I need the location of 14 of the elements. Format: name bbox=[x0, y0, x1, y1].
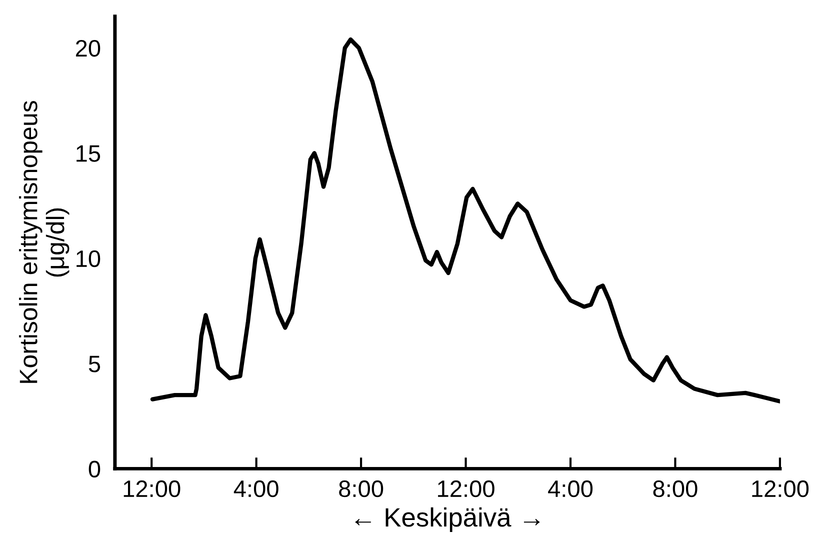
x-axis-title: ← Keskipäivä → bbox=[355, 507, 540, 532]
x-tick-label: 4:00 bbox=[234, 480, 278, 498]
x-tick-label: 8:00 bbox=[339, 480, 384, 498]
y-tick-label: 15 bbox=[76, 145, 100, 162]
x-tick-label: 4:00 bbox=[548, 480, 593, 498]
x-tick-label: 12:00 bbox=[438, 480, 494, 498]
y-tick-label: 10 bbox=[76, 250, 100, 268]
y-axis-title: Kortisolin erittymisnopeus (μg/dl) bbox=[19, 101, 70, 383]
x-tick-label: 12:00 bbox=[752, 480, 809, 498]
y-tick-label: 0 bbox=[88, 460, 100, 478]
x-tick-label: 8:00 bbox=[653, 480, 698, 498]
y-tick-label: 5 bbox=[88, 356, 100, 372]
y-tick-label: 20 bbox=[76, 40, 100, 57]
x-tick-label: 12:00 bbox=[124, 480, 180, 498]
